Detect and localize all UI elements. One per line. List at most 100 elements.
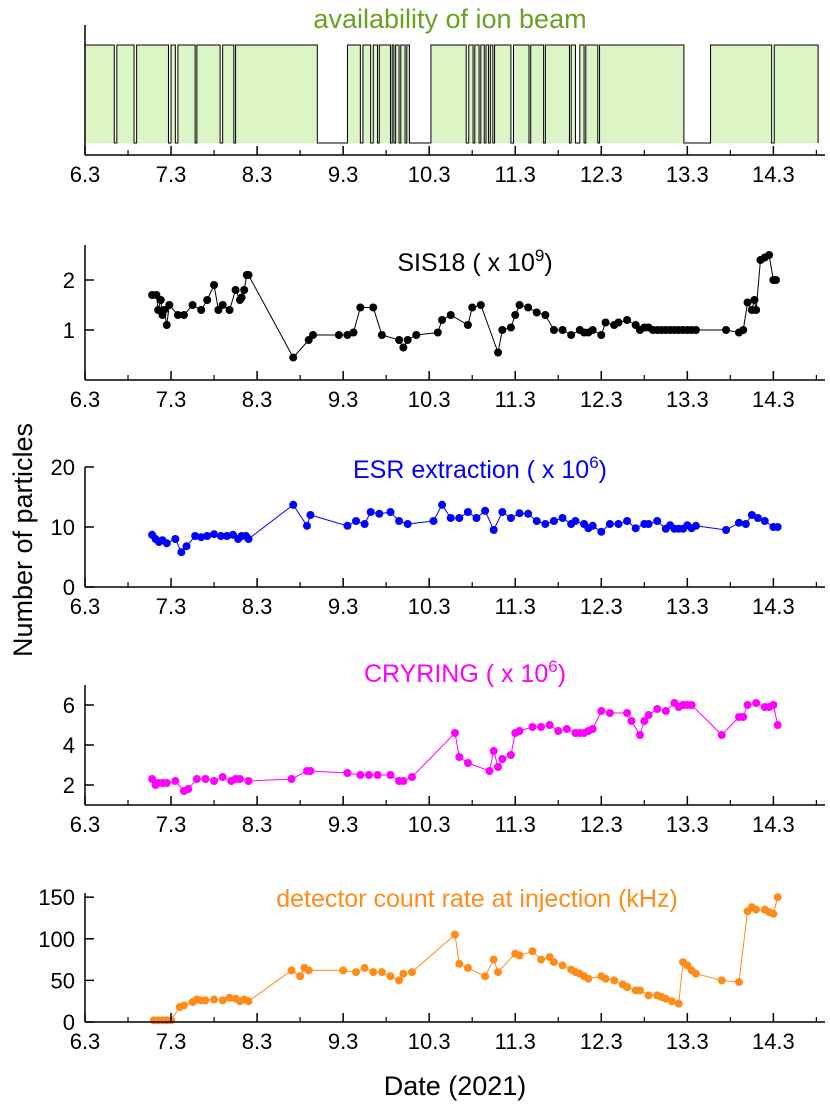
beam-on-interval: [579, 45, 585, 143]
cryring-data-point: [407, 773, 416, 781]
x-tick-label: 7.3: [156, 812, 187, 837]
beam-on-interval: [222, 45, 234, 143]
detector-data-point: [218, 996, 227, 1005]
sis18-data-point: [739, 326, 748, 334]
cryring-data-point: [640, 717, 649, 725]
sis18-data-point: [225, 306, 234, 314]
sis18-data-point: [433, 328, 442, 337]
x-tick-label: 11.3: [495, 594, 536, 619]
cryring-data-point: [562, 725, 571, 733]
sis18-data-point: [567, 331, 576, 339]
detector-data-point: [296, 972, 305, 981]
esr-data-point: [571, 517, 580, 525]
esr-data-point: [403, 520, 412, 528]
panel-cryring: CRYRING ( x 106) 6.3 7.3 8.3 9.3 10.3 11.3 12.…: [63, 657, 825, 837]
cryring-data-point: [545, 721, 554, 729]
cryring-data-point: [306, 767, 315, 775]
cryring-data-point: [515, 727, 524, 735]
detector-data-point: [769, 909, 778, 918]
cryring-data-point: [485, 767, 494, 775]
esr-data-point: [753, 514, 762, 522]
esr-data-point: [653, 517, 662, 525]
sis18-data-point: [750, 296, 759, 304]
sis18-data-point: [237, 293, 246, 302]
detector-data-point: [489, 955, 498, 964]
cryring-title-close: ): [558, 660, 566, 688]
beam-on-interval: [480, 45, 485, 143]
esr-data-point: [506, 514, 515, 522]
x-tick-label: 8.3: [242, 162, 273, 187]
x-tick-label: 9.3: [328, 1029, 359, 1054]
x-tick-label: 9.3: [328, 594, 359, 619]
y-tick-label: 2: [63, 773, 75, 798]
detector-data-point: [455, 959, 464, 968]
x-tick-label: 7.3: [156, 162, 187, 187]
sis18-data-point: [532, 308, 541, 317]
detector-data-point: [601, 974, 610, 983]
esr-title-close: ): [599, 456, 607, 484]
sis18-data-point: [743, 298, 752, 307]
detector-data-point: [386, 972, 395, 981]
detector-data-point: [584, 974, 593, 983]
esr-data-point: [210, 530, 219, 539]
cryring-data-point: [752, 699, 761, 707]
cryring-data-point: [201, 775, 210, 783]
beam-on-interval: [395, 45, 400, 143]
esr-data-point: [644, 520, 653, 528]
x-tick-label: 7.3: [156, 1029, 187, 1054]
detector-data-point: [667, 997, 676, 1006]
x-tick-label: 11.3: [495, 162, 536, 187]
beam-on-interval: [347, 45, 361, 143]
x-tick-label: 8.3: [242, 387, 273, 412]
esr-data-point: [366, 508, 375, 516]
sis18-data-point: [588, 326, 597, 334]
x-tick-label: 11.3: [495, 812, 536, 837]
esr-data-point: [429, 517, 438, 525]
sis18-data-point: [210, 281, 219, 289]
x-tick-label: 11.3: [495, 1029, 536, 1054]
sis18-data-point: [771, 276, 780, 284]
esr-data-point: [303, 521, 311, 530]
x-tick-label: 10.3: [408, 1029, 451, 1054]
detector-data-point: [201, 996, 210, 1005]
cryring-data-point: [244, 777, 253, 785]
x-tick-label: 11.3: [495, 387, 536, 412]
sis18-data-point: [343, 331, 352, 339]
y-tick-label: 10: [51, 515, 75, 540]
sis18-data-point: [160, 306, 169, 314]
beam-on-interval: [530, 45, 544, 143]
cryring-x-ticks: 6.3 7.3 8.3 9.3 10.3 11.3 12.3 13.3 14.3: [70, 796, 817, 837]
x-tick-label: 6.3: [70, 1029, 101, 1054]
sis18-data-point: [173, 311, 182, 319]
detector-data-point: [377, 968, 386, 977]
detector-plot-layer: [149, 893, 782, 1025]
sis18-data-point: [558, 326, 567, 334]
x-tick-label: 10.3: [408, 594, 451, 619]
cryring-plot-layer: [148, 699, 782, 795]
detector-data-point: [369, 968, 378, 977]
cryring-data-point: [171, 777, 180, 785]
sis18-data-point: [601, 318, 610, 327]
cryring-data-point: [636, 731, 644, 739]
shared-y-axis-label: Number of particles: [8, 423, 38, 657]
x-tick-label: 10.3: [408, 387, 451, 412]
esr-title: ESR extraction ( x 106): [353, 453, 607, 484]
detector-data-point: [225, 993, 234, 1002]
beam-on-interval: [392, 45, 394, 143]
beam-on-interval: [494, 45, 511, 143]
beam-on-interval: [710, 45, 772, 143]
detector-data-point: [304, 966, 313, 975]
cryring-data-point: [184, 785, 193, 793]
detector-data-point: [494, 968, 503, 977]
esr-data-point: [541, 520, 550, 528]
detector-data-point: [515, 951, 524, 960]
esr-data-point: [498, 508, 507, 516]
beam-availability-step-line: [85, 44, 819, 144]
x-tick-label: 9.3: [328, 387, 359, 412]
sis18-data-point: [438, 316, 447, 324]
sis18-x-ticks: 6.3 7.3 8.3 9.3 10.3 11.3 12.3 13.3 14.3: [70, 371, 817, 412]
esr-data-point: [386, 508, 395, 516]
sis18-data-point: [203, 296, 212, 304]
esr-data-point: [306, 511, 315, 519]
detector-data-point: [623, 983, 632, 992]
